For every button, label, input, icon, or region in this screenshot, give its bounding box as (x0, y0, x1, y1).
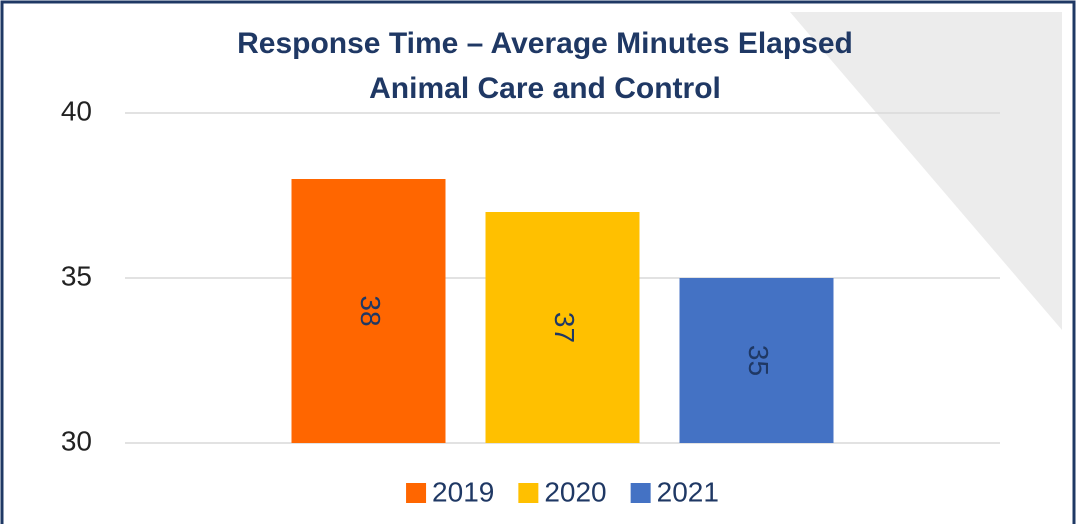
y-tick-label: 30 (61, 425, 92, 456)
value-label: 35 (743, 345, 774, 376)
chart-subtitle: Animal Care and Control (369, 72, 721, 105)
bar (485, 212, 640, 443)
legend-label: 2020 (544, 476, 606, 507)
y-tick-label: 35 (61, 260, 92, 291)
value-label: 37 (549, 312, 580, 343)
decorative-triangle (790, 12, 1062, 330)
legend-swatch (630, 483, 651, 503)
y-tick-label: 40 (61, 95, 92, 126)
legend-swatch (518, 483, 539, 503)
legend-swatch (406, 483, 427, 503)
bar (291, 179, 446, 443)
bar (679, 278, 834, 443)
chart-title: Response Time – Average Minutes Elapsed (237, 27, 853, 60)
legend-label: 2019 (432, 476, 494, 507)
value-label: 38 (355, 295, 386, 326)
legend-label: 2021 (657, 476, 719, 507)
